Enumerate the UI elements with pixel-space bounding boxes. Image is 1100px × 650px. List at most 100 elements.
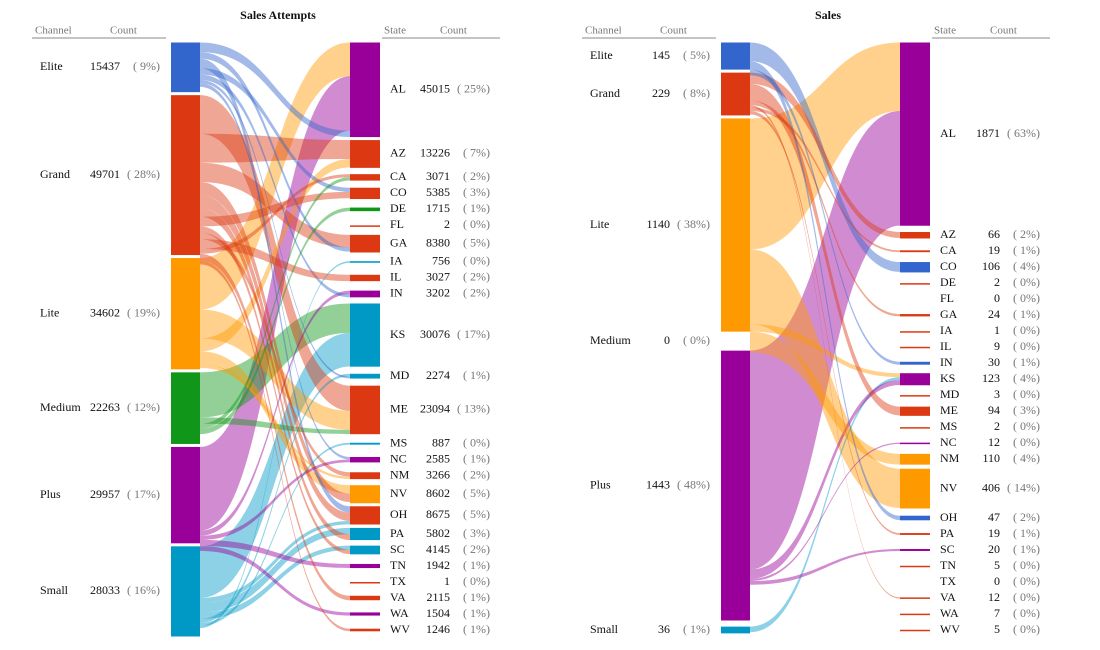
flow-ribbon <box>200 459 350 540</box>
channel-name: Plus <box>590 477 611 491</box>
state-bar <box>900 395 930 397</box>
state-bar <box>350 581 380 584</box>
state-count: 9 <box>994 339 1000 353</box>
state-name: FL <box>940 291 954 305</box>
channel-share: ( 38%) <box>677 217 710 231</box>
state-count: 106 <box>982 259 1000 273</box>
state-name: IA <box>390 254 403 268</box>
channel-bar <box>171 42 200 93</box>
state-name: MS <box>940 419 957 433</box>
channel-share: ( 48%) <box>677 477 710 491</box>
state-name: CA <box>940 243 957 257</box>
flow-ribbon <box>200 58 350 513</box>
header: Count <box>440 25 467 37</box>
flow-ribbon <box>200 332 350 598</box>
state-bar <box>900 597 930 599</box>
state-share: ( 3%) <box>463 526 490 540</box>
state-share: ( 3%) <box>463 185 490 199</box>
state-share: ( 2%) <box>463 542 490 556</box>
state-bar <box>350 42 380 138</box>
state-name: GA <box>940 307 958 321</box>
flow-ribbon <box>200 253 350 601</box>
state-count: 123 <box>982 371 1000 385</box>
state-name: CA <box>390 169 407 183</box>
flow-ribbon <box>750 377 900 633</box>
state-name: CO <box>390 185 407 199</box>
channel-share: ( 9%) <box>133 59 160 73</box>
state-count: 8675 <box>426 507 450 521</box>
state-count: 1715 <box>426 201 450 215</box>
state-name: KS <box>940 371 955 385</box>
flow-ribbon <box>200 182 350 503</box>
header: Count <box>110 25 137 37</box>
channel-share: ( 12%) <box>127 400 160 414</box>
state-share: ( 0%) <box>1013 435 1040 449</box>
flow-ribbon <box>200 95 350 411</box>
state-share: ( 3%) <box>1013 403 1040 417</box>
state-share: ( 4%) <box>1013 451 1040 465</box>
flow-ribbon <box>200 74 350 298</box>
flow-ribbon <box>200 68 350 192</box>
state-share: ( 0%) <box>1013 387 1040 401</box>
channel-share: ( 0%) <box>683 333 710 347</box>
flow-ribbon <box>200 207 350 435</box>
state-name: TN <box>940 558 956 572</box>
flow-ribbon <box>200 303 350 418</box>
state-share: ( 0%) <box>1013 419 1040 433</box>
header: Count <box>660 25 687 37</box>
channel-bar <box>171 372 200 444</box>
channel-name: Grand <box>590 86 620 100</box>
state-name: NM <box>390 467 410 481</box>
flow-ribbon <box>200 373 350 623</box>
flow-ribbon <box>200 545 350 620</box>
channel-name: Small <box>40 583 69 597</box>
state-share: ( 63%) <box>1007 126 1040 140</box>
state-bar <box>350 595 380 601</box>
panel-title: Sales <box>815 8 841 22</box>
flow-ribbon <box>750 111 900 570</box>
state-name: MS <box>390 435 407 449</box>
state-bar <box>900 442 930 445</box>
state-bar <box>900 250 930 253</box>
state-share: ( 1%) <box>1013 243 1040 257</box>
state-bar <box>350 225 380 227</box>
channel-name: Lite <box>590 217 609 231</box>
state-bar <box>900 468 930 509</box>
flow-ribbon <box>200 42 350 310</box>
channel-name: Small <box>590 622 619 636</box>
flow-ribbon <box>200 226 350 555</box>
flow-ribbon <box>750 105 900 599</box>
flow-ribbon <box>200 290 350 536</box>
flow-ribbon <box>200 76 350 531</box>
channel-share: ( 19%) <box>127 305 160 319</box>
state-name: ME <box>390 402 408 416</box>
state-count: 47 <box>988 510 1000 524</box>
state-share: ( 17%) <box>457 327 490 341</box>
flow-ribbon <box>750 61 900 521</box>
state-share: ( 2%) <box>463 169 490 183</box>
state-bar <box>900 406 930 416</box>
state-bar <box>350 442 380 445</box>
state-name: TX <box>940 574 956 588</box>
channel-name: Plus <box>40 487 61 501</box>
channel-name: Medium <box>40 400 81 414</box>
state-bar <box>900 427 930 429</box>
channel-count: 22263 <box>90 400 120 414</box>
state-bar <box>900 232 930 239</box>
flow-ribbon <box>200 260 350 632</box>
state-bar <box>900 42 930 226</box>
state-count: 2 <box>994 419 1000 433</box>
flow-ribbon <box>200 527 350 613</box>
channel-count: 145 <box>652 48 670 62</box>
state-share: ( 0%) <box>1013 291 1040 305</box>
channel-count: 1443 <box>646 477 670 491</box>
state-name: VA <box>940 590 956 604</box>
state-count: 23094 <box>420 402 450 416</box>
state-bar <box>900 314 930 317</box>
state-bar <box>350 545 380 555</box>
state-bar <box>900 629 930 632</box>
state-bar <box>350 274 380 282</box>
state-name: TX <box>390 574 406 588</box>
state-count: 2 <box>444 217 450 231</box>
channel-share: ( 5%) <box>683 48 710 62</box>
